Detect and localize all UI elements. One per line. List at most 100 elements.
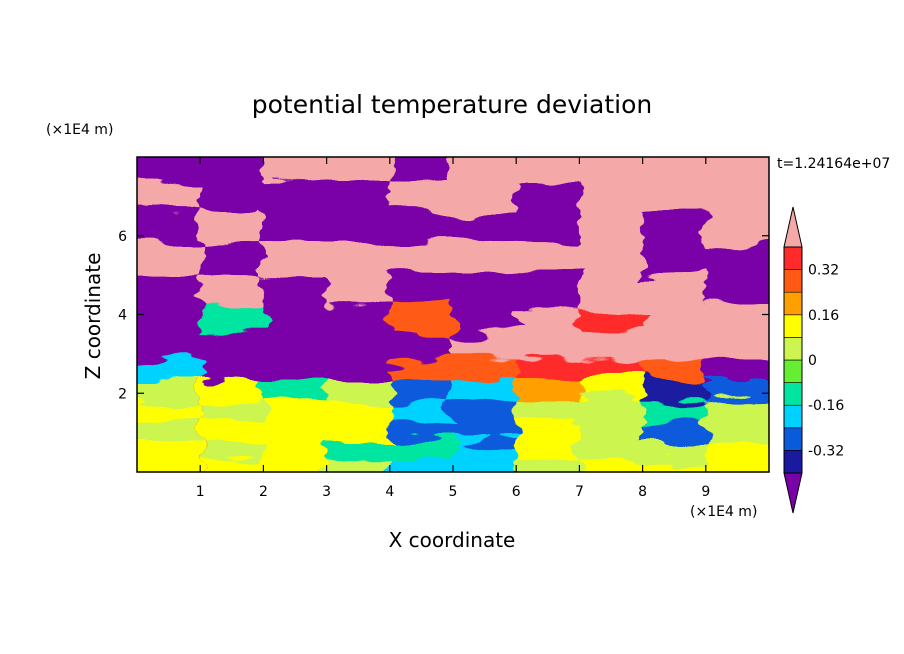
heatmap-cell <box>516 243 580 276</box>
heatmap-cell <box>705 334 769 361</box>
heatmap-cell <box>389 275 454 306</box>
heatmap-cell <box>200 442 264 461</box>
heatmap-cell <box>453 422 517 443</box>
heatmap-cell <box>516 442 580 461</box>
heatmap-cell <box>389 334 454 361</box>
heatmap-cell <box>137 212 201 245</box>
heatmap-cell <box>453 359 517 380</box>
heatmap-cell <box>642 334 707 361</box>
colorbar-segment <box>783 382 803 406</box>
heatmap-cell <box>642 401 707 424</box>
x-tick-label: 5 <box>449 484 458 500</box>
heatmap-cell <box>579 359 644 380</box>
heatmap-cell <box>516 334 580 361</box>
heatmap-cell <box>453 379 517 402</box>
colorbar-lower-extension <box>783 472 803 514</box>
heatmap-cell <box>389 180 454 213</box>
heatmap-cell <box>453 212 517 245</box>
heatmap-cell <box>200 422 264 443</box>
heatmap-cell <box>579 243 644 276</box>
heatmap-cell <box>705 275 769 306</box>
heatmap-cell <box>263 157 328 182</box>
heatmap-cell <box>516 304 580 335</box>
heatmap-cell <box>200 460 264 472</box>
heatmap-cell <box>389 157 454 182</box>
heatmap-cell <box>200 212 264 245</box>
heatmap-cell <box>137 422 201 443</box>
colorbar-label: 0.16 <box>808 308 839 324</box>
chart-title: potential temperature deviation <box>252 90 652 119</box>
heatmap-cell <box>516 359 580 380</box>
heatmap-cell <box>705 379 769 402</box>
heatmap-cell <box>137 180 201 213</box>
colorbar-segment <box>783 337 803 361</box>
heatmap-cell <box>137 379 201 402</box>
heatmap-cell <box>579 212 644 245</box>
x-tick-label: 3 <box>322 484 331 500</box>
heatmap-cell <box>516 212 580 245</box>
x-tick-label: 7 <box>575 484 584 500</box>
y-unit-label: (×1E4 m) <box>46 122 113 138</box>
y-tick-label: 2 <box>118 386 127 402</box>
heatmap-cell <box>642 422 707 443</box>
heatmap-cell <box>642 275 707 306</box>
heatmap-cell <box>137 275 201 306</box>
heatmap-cell <box>453 180 517 213</box>
x-unit-label: (×1E4 m) <box>690 504 757 520</box>
x-tick-label: 4 <box>385 484 394 500</box>
heatmap-cell <box>137 401 201 424</box>
heatmap-cell <box>326 442 391 461</box>
heatmap-cell <box>516 422 580 443</box>
heatmap-cell <box>326 180 391 213</box>
heatmap-cell <box>200 379 264 402</box>
heatmap-cell <box>453 401 517 424</box>
heatmap-cell <box>326 157 391 182</box>
heatmap-cell <box>579 442 644 461</box>
heatmap-cell <box>516 275 580 306</box>
heatmap-cell <box>137 243 201 276</box>
heatmap-cell <box>137 304 201 335</box>
heatmap-cell <box>200 243 264 276</box>
heatmap-cell <box>705 212 769 245</box>
heatmap-cell <box>705 157 769 182</box>
heatmap-cell <box>389 442 454 461</box>
heatmap-cell <box>453 460 517 472</box>
heatmap-cell <box>642 212 707 245</box>
heatmap-cell <box>326 334 391 361</box>
colorbar-segment <box>783 427 803 451</box>
heatmap-cell <box>326 379 391 402</box>
heatmap-cell <box>579 157 644 182</box>
y-tick-label: 4 <box>118 308 127 324</box>
heatmap-cell <box>516 180 580 213</box>
heatmap-cell <box>263 379 328 402</box>
heatmap-cell <box>326 401 391 424</box>
colorbar-segment <box>783 404 803 429</box>
heatmap-cell <box>579 460 644 472</box>
heatmap-cell <box>389 243 454 276</box>
heatmap-cell <box>642 304 707 335</box>
heatmap-cell <box>642 460 707 472</box>
heatmap-cell <box>263 401 328 424</box>
heatmap-cell <box>263 359 328 380</box>
heatmap-cell <box>263 212 328 245</box>
heatmap-cell <box>453 157 517 182</box>
heatmap-cell <box>453 442 517 461</box>
colorbar-segment <box>783 246 803 270</box>
heatmap-cell <box>579 304 644 335</box>
heatmap-cell <box>326 275 391 306</box>
x-tick-label: 2 <box>259 484 268 500</box>
heatmap-cell <box>389 422 454 443</box>
heatmap-cell <box>137 157 201 182</box>
heatmap-cell <box>326 359 391 380</box>
heatmap-cell <box>389 401 454 424</box>
heatmap-cell <box>705 180 769 213</box>
heatmap-cell <box>642 243 707 276</box>
heatmap-cell <box>579 422 644 443</box>
heatmap-cell <box>200 275 264 306</box>
heatmap-cell <box>642 180 707 213</box>
x-tick-label: 9 <box>701 484 710 500</box>
heatmap-cell <box>137 334 201 361</box>
heatmap-cell <box>642 442 707 461</box>
time-label: t=1.24164e+07 <box>777 156 890 172</box>
